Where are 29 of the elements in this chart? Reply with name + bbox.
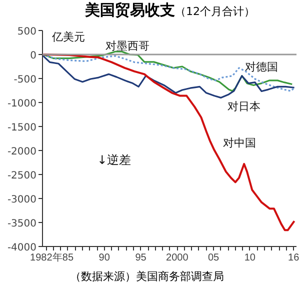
y-tick-label: 0 xyxy=(30,50,37,62)
y-tick-label: -2000 xyxy=(7,146,37,158)
line-series xyxy=(42,55,296,98)
x-tick-label: 95 xyxy=(135,252,147,264)
y-tick-label: 500 xyxy=(17,26,37,38)
y-tick-label: -3500 xyxy=(7,218,37,230)
text: （数据来源）美国商务部调查局 xyxy=(70,270,224,283)
series-label: 对日本 xyxy=(228,100,261,113)
y-tick-label: -3000 xyxy=(7,194,37,206)
y-axis-title: 亿美元 xyxy=(50,30,85,44)
series-label: 对墨西哥 xyxy=(106,39,150,52)
chart-subtitle: （12个月合计） xyxy=(175,5,255,18)
annotation: ↓逆差 xyxy=(97,153,132,168)
x-tick-label: 85 xyxy=(62,252,74,264)
y-tick-label: -1000 xyxy=(7,98,37,110)
series-label: 对德国 xyxy=(245,60,278,74)
chart-title: 美国贸易收支 xyxy=(85,1,175,19)
y-tick-label: -1500 xyxy=(7,122,37,134)
y-tick-label: -500 xyxy=(14,74,37,86)
x-tick-label: 90 xyxy=(98,252,110,264)
x-tick-label: 1982年 xyxy=(30,252,62,264)
x-tick-label: 05 xyxy=(208,252,220,264)
series-label: 对中国 xyxy=(223,136,256,150)
x-tick-label: 2000 xyxy=(166,252,189,264)
y-tick-label: -2500 xyxy=(7,170,37,182)
y-tick-label: -4000 xyxy=(7,242,37,254)
line-series xyxy=(42,54,296,232)
x-tick-label: 10 xyxy=(244,252,256,264)
x-tick-label: 16 xyxy=(288,252,300,264)
